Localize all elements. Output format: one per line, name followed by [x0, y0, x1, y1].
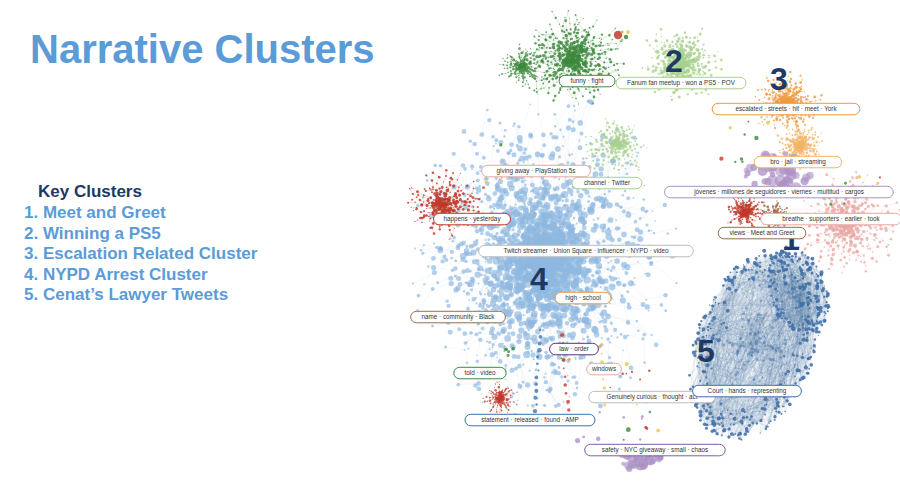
- svg-text:giving away · PlayStation 5s: giving away · PlayStation 5s: [497, 167, 576, 175]
- svg-text:views · Meet and Greet: views · Meet and Greet: [729, 229, 794, 236]
- svg-text:breathe · supporters · earlier: breathe · supporters · earlier · took: [782, 215, 880, 223]
- svg-text:jóvenes · millones de seguidor: jóvenes · millones de seguidores · viern…: [693, 188, 864, 196]
- svg-text:law · order: law · order: [559, 345, 589, 352]
- svg-text:Twitch streamer · Union Square: Twitch streamer · Union Square · influen…: [503, 247, 669, 255]
- svg-text:channel · Twitter: channel · Twitter: [584, 179, 630, 186]
- svg-text:funny · fight: funny · fight: [571, 77, 604, 85]
- svg-text:Fanum fan meetup · won a PS5 ·: Fanum fan meetup · won a PS5 · POV: [627, 79, 736, 87]
- svg-text:Genuinely curious · thought ·: Genuinely curious · thought · act: [606, 393, 697, 401]
- svg-text:told · video: told · video: [465, 369, 496, 376]
- svg-text:name · community · Black: name · community · Black: [422, 313, 496, 321]
- svg-text:3: 3: [770, 61, 788, 97]
- svg-text:Court · hands · representing: Court · hands · representing: [708, 387, 787, 395]
- svg-text:happens · yesterday: happens · yesterday: [443, 215, 501, 223]
- svg-text:5: 5: [697, 333, 715, 369]
- svg-text:windows: windows: [591, 365, 616, 372]
- svg-text:safety · NYC giveaway · small: safety · NYC giveaway · small · chaos: [602, 446, 708, 454]
- svg-text:statement · released · found ·: statement · released · found · AMP: [481, 416, 579, 423]
- svg-text:high · school: high · school: [565, 294, 601, 302]
- svg-text:2: 2: [665, 43, 683, 79]
- svg-text:4: 4: [530, 261, 548, 297]
- svg-text:escalated · streets · hit · me: escalated · streets · hit · meet · York: [735, 105, 837, 112]
- svg-text:bro · jail · streaming: bro · jail · streaming: [770, 158, 826, 166]
